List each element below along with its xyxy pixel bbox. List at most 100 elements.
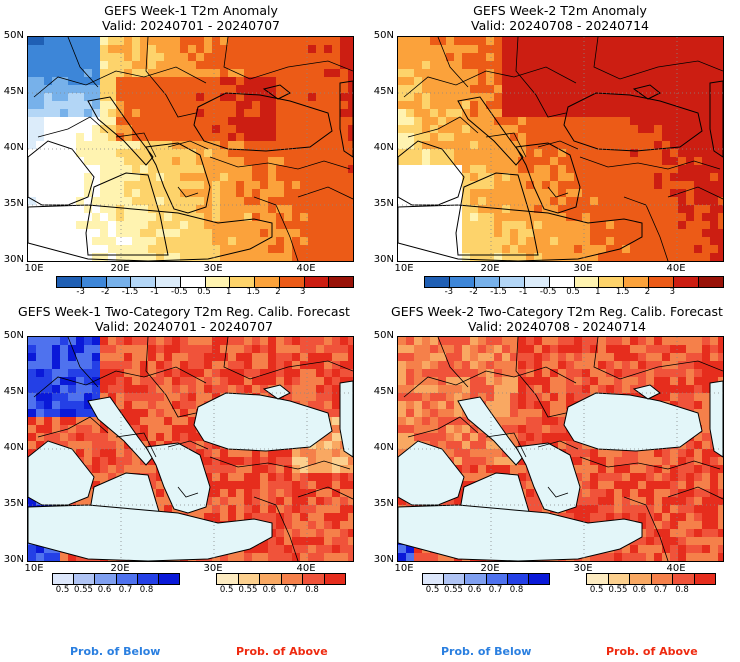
field-cell xyxy=(582,117,591,126)
field-cell xyxy=(140,181,149,190)
field-cell xyxy=(332,133,341,142)
field-cell xyxy=(718,337,723,346)
field-cell xyxy=(462,125,471,134)
field-cell xyxy=(236,497,245,506)
field-cell xyxy=(710,205,719,214)
field-cell xyxy=(454,189,463,198)
field-cell xyxy=(574,337,583,346)
field-cell xyxy=(606,101,615,110)
lat-tick-label: 35N xyxy=(3,498,24,509)
field-cell xyxy=(622,361,631,370)
field-cell xyxy=(316,377,325,386)
field-cell xyxy=(300,337,309,346)
field-cell xyxy=(268,513,277,522)
field-cell xyxy=(702,449,711,458)
field-cell xyxy=(486,37,495,46)
field-cell xyxy=(518,465,527,474)
field-cell xyxy=(332,165,341,174)
field-cell xyxy=(164,505,173,514)
field-cell xyxy=(172,157,181,166)
field-cell xyxy=(518,385,527,394)
field-cell xyxy=(478,457,487,466)
field-cell xyxy=(454,377,463,386)
field-cell xyxy=(686,125,695,134)
field-cell xyxy=(494,109,503,118)
field-cell xyxy=(654,213,663,222)
field-cell xyxy=(678,473,687,482)
field-cell xyxy=(52,189,61,198)
field-cell xyxy=(108,101,117,110)
field-cell xyxy=(116,117,125,126)
field-cell xyxy=(678,117,687,126)
field-cell xyxy=(454,221,463,230)
field-cell xyxy=(638,473,647,482)
field-cell xyxy=(454,417,463,426)
field-cell xyxy=(662,149,671,158)
field-cell xyxy=(678,245,687,254)
field-cell xyxy=(76,181,85,190)
field-cell xyxy=(718,213,723,222)
field-cell xyxy=(630,221,639,230)
field-cell xyxy=(204,37,213,46)
field-cell xyxy=(156,425,165,434)
field-cell xyxy=(52,141,61,150)
field-cell xyxy=(518,117,527,126)
field-cell xyxy=(92,229,101,238)
coastline-azov xyxy=(262,84,291,100)
field-cell xyxy=(268,345,277,354)
field-cell xyxy=(300,489,309,498)
field-cell xyxy=(28,237,37,246)
field-cell xyxy=(446,77,455,86)
field-cell xyxy=(550,157,559,166)
field-cell xyxy=(236,141,245,150)
field-cell xyxy=(614,109,623,118)
field-cell xyxy=(398,237,407,246)
field-cell xyxy=(558,69,567,78)
field-cell xyxy=(614,489,623,498)
field-cell xyxy=(212,101,221,110)
field-cell xyxy=(638,109,647,118)
field-cell xyxy=(204,377,213,386)
field-cell xyxy=(470,253,479,261)
field-cell xyxy=(284,157,293,166)
field-cell xyxy=(108,433,117,442)
field-cell xyxy=(196,189,205,198)
field-cell xyxy=(76,109,85,118)
field-cell xyxy=(438,409,447,418)
field-cell xyxy=(36,425,45,434)
field-cell xyxy=(566,433,575,442)
field-cell xyxy=(494,149,503,158)
field-cell xyxy=(646,181,655,190)
field-cell xyxy=(598,189,607,198)
field-cell xyxy=(566,77,575,86)
field-cell xyxy=(164,497,173,506)
field-cell xyxy=(670,213,679,222)
field-cell xyxy=(196,213,205,222)
field-cell xyxy=(446,53,455,62)
field-cell xyxy=(116,253,125,261)
field-cell xyxy=(172,117,181,126)
field-cell xyxy=(718,545,723,554)
lon-tick-label: 10E xyxy=(24,263,44,274)
field-cell xyxy=(292,77,301,86)
field-cell xyxy=(686,45,695,54)
field-cell xyxy=(638,45,647,54)
field-cell xyxy=(478,393,487,402)
field-cell xyxy=(180,77,189,86)
field-cell xyxy=(454,141,463,150)
field-cell xyxy=(526,53,535,62)
field-cell xyxy=(220,497,229,506)
field-cell xyxy=(478,165,487,174)
field-cell xyxy=(156,433,165,442)
field-cell xyxy=(188,37,197,46)
field-cell xyxy=(550,45,559,54)
field-cell xyxy=(590,157,599,166)
field-cell xyxy=(710,53,719,62)
field-cell xyxy=(76,449,85,458)
field-cell xyxy=(108,237,117,246)
field-cell xyxy=(478,37,487,46)
field-cell xyxy=(526,77,535,86)
field-cell xyxy=(430,197,439,206)
field-cell xyxy=(446,69,455,78)
field-cell xyxy=(470,173,479,182)
